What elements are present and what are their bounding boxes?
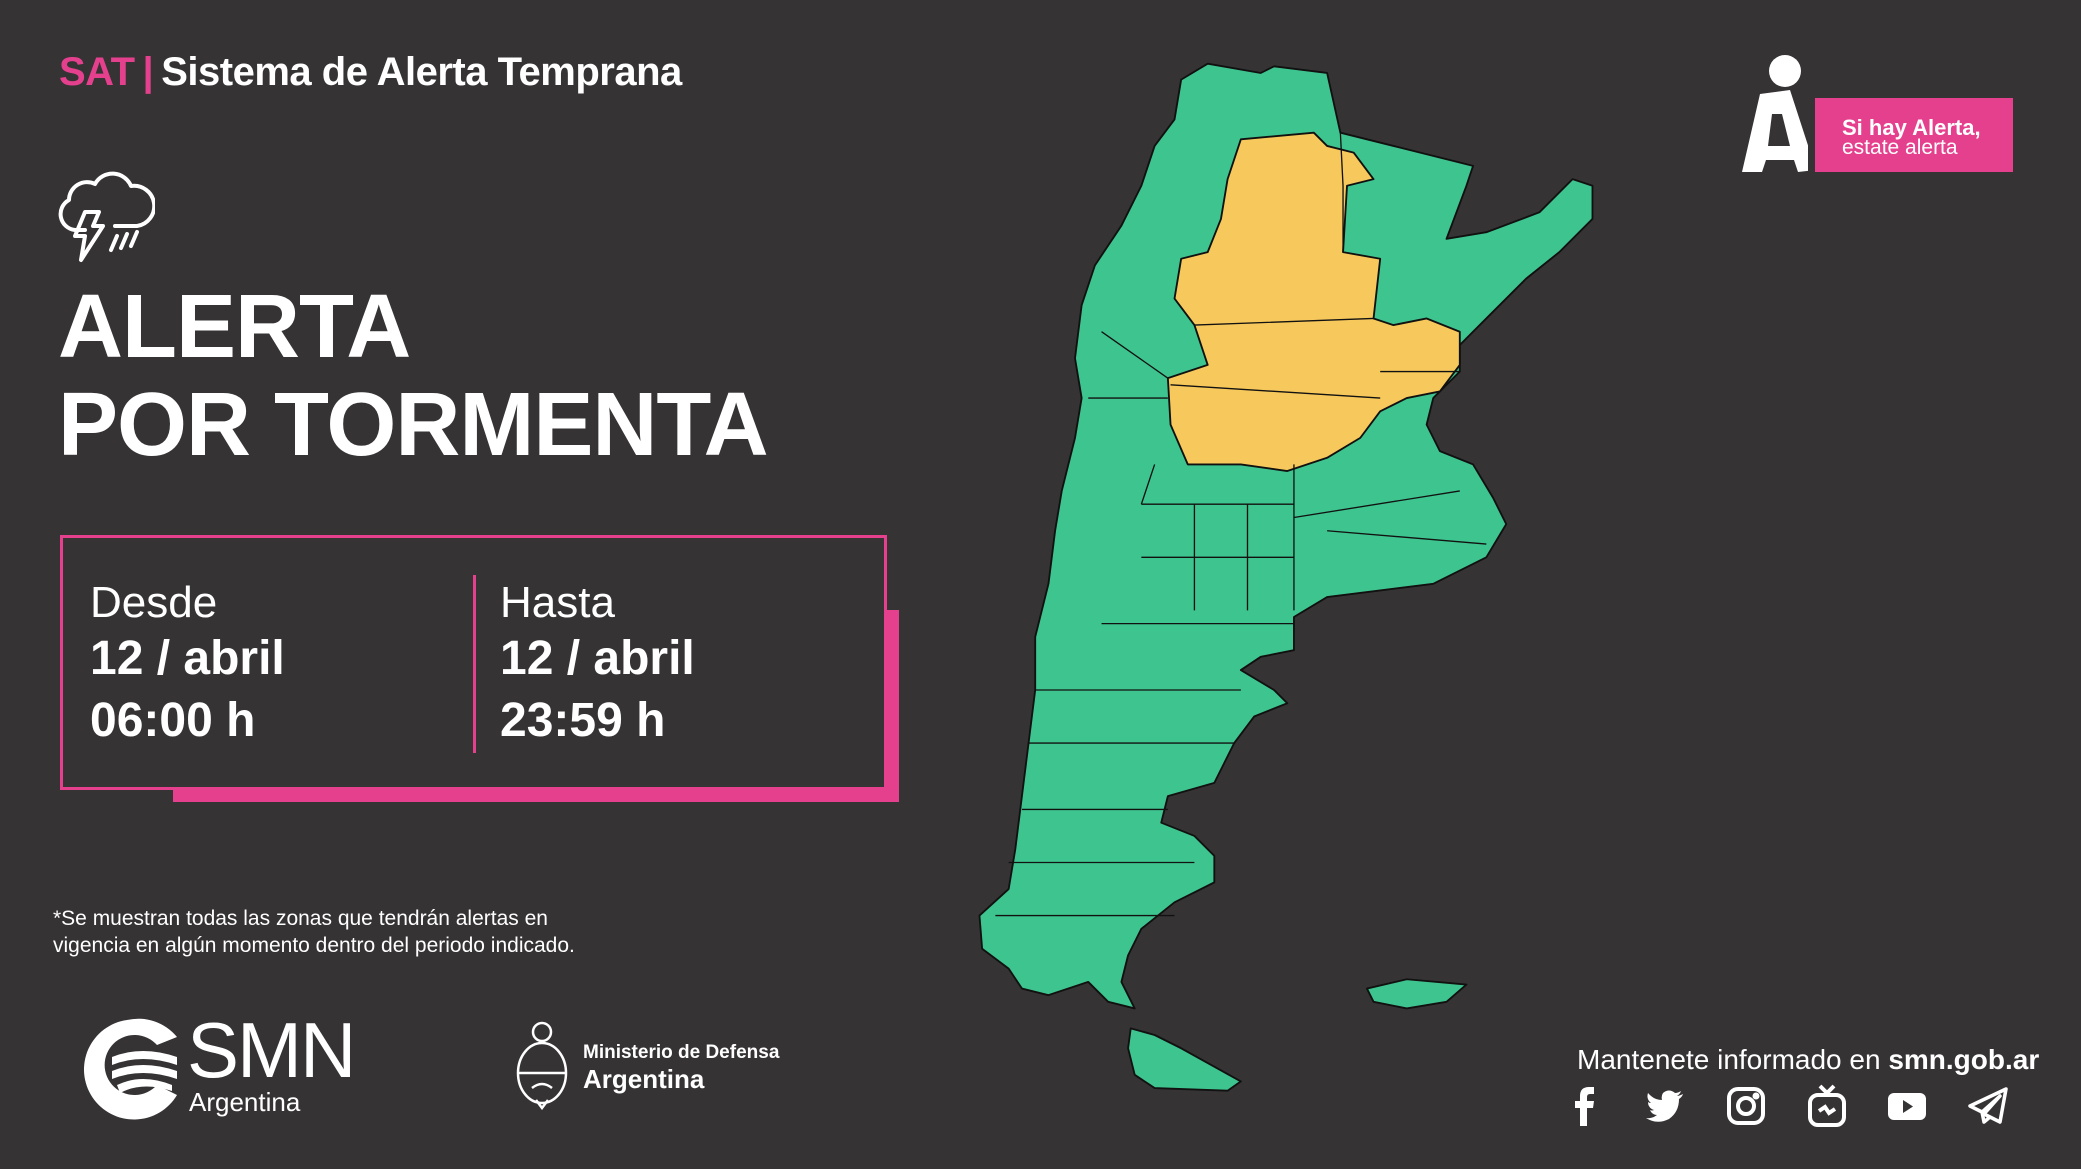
campaign-line2: estate alerta	[1842, 136, 1958, 159]
footnote-line2: vigencia en algún momento dentro del per…	[53, 934, 575, 957]
smn-subtitle: Argentina	[189, 1087, 301, 1117]
contact-text: Mantenete informado en smn.gob.ar	[1577, 1044, 2039, 1076]
sat-label: SAT	[59, 50, 135, 94]
ministry-country: Argentina	[583, 1064, 705, 1094]
to-time: 23:59 h	[500, 694, 666, 747]
map-region-malvinas	[1365, 978, 1468, 1010]
alert-title: ALERTA POR TORMENTA	[58, 277, 769, 475]
youtube-icon[interactable]	[1885, 1084, 1929, 1128]
map-region-storm-alert	[1166, 131, 1461, 472]
period-box	[60, 535, 887, 790]
period-divider	[473, 575, 476, 753]
alert-campaign-banner: Si hay Alerta, estate alerta	[1815, 98, 2013, 172]
from-time: 06:00 h	[90, 694, 256, 747]
to-label: Hasta	[500, 578, 615, 627]
facebook-icon[interactable]	[1563, 1084, 1607, 1128]
footnote-line1: *Se muestran todas las zonas que tendrán…	[53, 907, 548, 930]
twitter-icon[interactable]	[1643, 1084, 1687, 1128]
from-date: 12 / abril	[90, 632, 285, 685]
coat-of-arms-icon	[516, 1021, 568, 1110]
period-from: Desde 12 / abril 06:00 h	[90, 578, 285, 752]
header: SAT | Sistema de Alerta Temprana	[59, 50, 682, 95]
box-shadow-right	[887, 610, 899, 802]
website-link[interactable]: smn.gob.ar	[1888, 1044, 2040, 1075]
separator: |	[142, 50, 154, 94]
campaign-line1: Si hay Alerta,	[1842, 115, 1981, 140]
alert-campaign-logo-icon	[1742, 55, 1808, 172]
alert-title-line1: ALERTA	[58, 277, 411, 377]
map-region-tierra-del-fuego	[1127, 1027, 1242, 1092]
to-date: 12 / abril	[500, 632, 695, 685]
contact-prefix: Mantenete informado en	[1577, 1044, 1889, 1075]
igtv-icon[interactable]	[1805, 1084, 1849, 1128]
period-to: Hasta 12 / abril 23:59 h	[500, 578, 695, 752]
smn-wordmark: SMN	[187, 1006, 356, 1094]
from-label: Desde	[90, 578, 218, 627]
storm-cloud-icon	[58, 171, 155, 262]
ministry-name: Ministerio de Defensa	[583, 1042, 780, 1063]
instagram-icon[interactable]	[1724, 1084, 1768, 1128]
box-shadow-bottom	[173, 790, 899, 802]
smn-logo-icon	[83, 1018, 177, 1120]
system-name: Sistema de Alerta Temprana	[161, 50, 682, 94]
telegram-icon[interactable]	[1966, 1084, 2010, 1128]
footnote: *Se muestran todas las zonas que tendrán…	[53, 905, 575, 959]
alert-title-line2: POR TORMENTA	[58, 375, 769, 475]
